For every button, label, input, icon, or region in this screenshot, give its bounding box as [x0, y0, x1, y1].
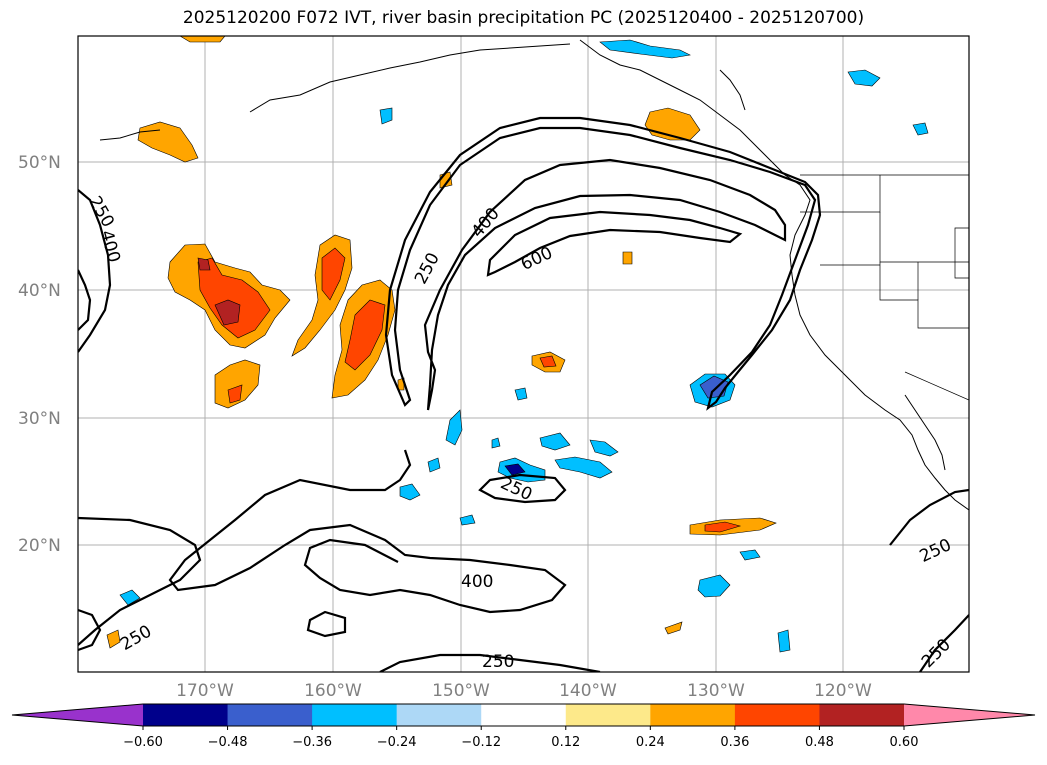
- precip-blob: [777, 629, 791, 653]
- colorbar-segment: [819, 704, 905, 726]
- colorbar-tick-label: −0.36: [292, 735, 332, 750]
- ivt-contour-250-hump: [478, 473, 567, 504]
- colorbar-segment: [650, 704, 736, 726]
- colorbar-segment: [312, 704, 398, 726]
- colorbar-segment: [734, 704, 820, 726]
- colorbar-tick-label: 0.24: [636, 735, 665, 750]
- colorbar-tick-label: 0.48: [805, 735, 834, 750]
- colorbar-segment: [396, 704, 482, 726]
- precip-blob: [227, 384, 243, 404]
- ivt-contours: [78, 116, 969, 672]
- precip-blob: [137, 121, 199, 163]
- precip-blob: [697, 574, 731, 598]
- latitude-labels: 50°N 40°N 30°N 20°N: [18, 153, 61, 556]
- colorbar-segment: [481, 704, 567, 726]
- colorbar-tick-label: −0.12: [461, 735, 501, 750]
- state-borders: [800, 174, 969, 401]
- lon-label: 130°W: [687, 681, 745, 701]
- ivt-contour-small: [306, 610, 347, 638]
- precip-blob: [344, 299, 386, 371]
- ivt-contour-250-main: [384, 116, 822, 411]
- colorbar: −0.60 −0.48 −0.36 −0.24 −0.12 0.12 0.24 0.36 0.4…: [11, 703, 1036, 750]
- precip-blob: [739, 549, 761, 561]
- ivt-contour-250-south: [168, 449, 567, 614]
- colorbar-tick-label: 0.60: [890, 735, 919, 750]
- lat-label: 40°N: [18, 281, 61, 301]
- precip-blob: [539, 432, 571, 451]
- ivt-contour-400-west: [78, 269, 92, 331]
- colorbar-segment: [143, 704, 229, 726]
- precip-blob: [491, 437, 501, 449]
- precip-blob: [439, 171, 453, 189]
- colorbar-tick-label: 0.36: [720, 735, 749, 750]
- colorbar-extend-min: [12, 704, 143, 726]
- precip-blob: [554, 456, 613, 479]
- precip-blob: [321, 247, 346, 301]
- colorbar-segment: [227, 704, 313, 726]
- lon-label: 160°W: [304, 681, 362, 701]
- precip-blob: [599, 39, 691, 59]
- precip-blob: [427, 457, 441, 473]
- precip-blob: [539, 355, 557, 368]
- lon-label: 170°W: [176, 681, 234, 701]
- lat-label: 20°N: [18, 536, 61, 556]
- precip-blob: [704, 521, 742, 533]
- ivt-contour-250-east2: [919, 614, 969, 672]
- lon-label: 150°W: [432, 681, 490, 701]
- precip-blob: [399, 483, 421, 501]
- precip-blob: [664, 621, 683, 635]
- precip-blob: [197, 257, 271, 339]
- precip-blob: [214, 359, 261, 409]
- longitude-labels: 170°W 160°W 150°W 140°W 130°W 120°W: [176, 681, 872, 701]
- lat-label: 50°N: [18, 153, 61, 173]
- lon-label: 140°W: [559, 681, 617, 701]
- precip-blob: [459, 514, 476, 526]
- lat-label: 30°N: [18, 409, 61, 429]
- ivt-contour-600: [486, 210, 743, 277]
- precip-blob: [514, 387, 528, 401]
- ivt-contour-250-west: [78, 189, 112, 353]
- ivt-contour-250-east: [889, 488, 969, 546]
- precip-blob: [847, 69, 881, 87]
- ivt-contour-250-south4: [379, 653, 601, 672]
- precip-blob: [179, 36, 226, 43]
- map-frame: [77, 35, 970, 673]
- ivt-contour-400-main: [423, 158, 787, 411]
- colorbar-extend-max: [904, 704, 1035, 726]
- precip-blob: [214, 299, 241, 326]
- precip-blob: [912, 122, 929, 136]
- ivt-contour-250-south2: [78, 516, 202, 646]
- lon-label: 120°W: [814, 681, 872, 701]
- contour-label: 400: [461, 572, 493, 592]
- precip-blob: [379, 107, 393, 125]
- colorbar-tick-label: −0.24: [377, 735, 417, 750]
- map-title: 2025120200 F072 IVT, river basin precipi…: [182, 8, 865, 28]
- precip-blob: [119, 589, 141, 606]
- gridlines: [78, 36, 969, 672]
- precip-blob: [622, 251, 633, 265]
- precip-blob: [106, 629, 121, 649]
- colorbar-tick-label: −0.60: [123, 735, 163, 750]
- precip-blob: [504, 463, 526, 476]
- precip-blob: [589, 439, 619, 457]
- coastlines: [99, 39, 969, 511]
- precip-blob: [445, 409, 463, 446]
- precip-blob: [197, 257, 211, 271]
- colorbar-tick-label: 0.12: [551, 735, 580, 750]
- ivt-contour-250-south3: [78, 608, 102, 652]
- contour-label: 250: [482, 652, 514, 672]
- colorbar-tick-label: −0.48: [208, 735, 248, 750]
- colorbar-segment: [565, 704, 651, 726]
